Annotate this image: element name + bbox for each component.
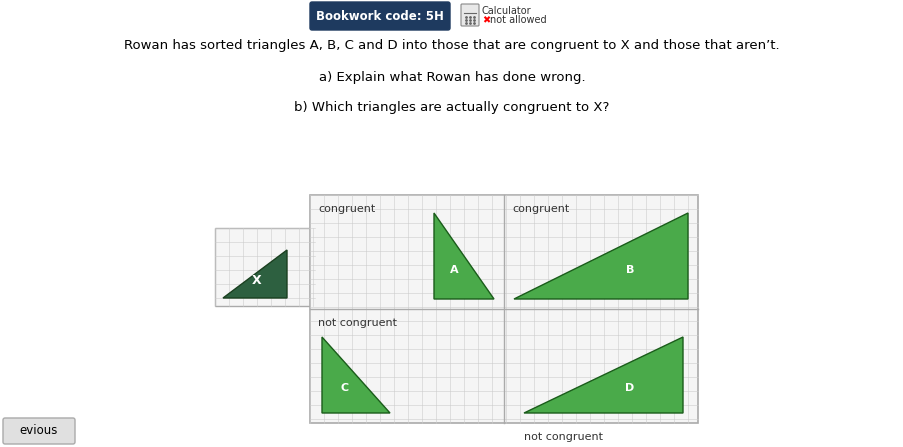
Text: not congruent: not congruent xyxy=(524,432,603,442)
Polygon shape xyxy=(524,337,683,413)
Text: Rowan has sorted triangles A, B, C and D into those that are congruent to X and : Rowan has sorted triangles A, B, C and D… xyxy=(124,38,779,51)
Text: not congruent: not congruent xyxy=(318,318,396,328)
Text: C: C xyxy=(340,383,349,392)
Text: A: A xyxy=(449,266,458,275)
Text: evious: evious xyxy=(20,425,58,438)
Polygon shape xyxy=(433,213,493,299)
Text: congruent: congruent xyxy=(318,204,375,214)
FancyBboxPatch shape xyxy=(461,4,479,26)
Polygon shape xyxy=(514,213,687,299)
FancyBboxPatch shape xyxy=(3,418,75,444)
Text: a) Explain what Rowan has done wrong.: a) Explain what Rowan has done wrong. xyxy=(319,72,584,84)
Bar xyxy=(310,195,697,423)
Text: X: X xyxy=(252,274,262,287)
Polygon shape xyxy=(223,250,286,298)
Text: b) Which triangles are actually congruent to X?: b) Which triangles are actually congruen… xyxy=(294,101,609,114)
Text: Bookwork code: 5H: Bookwork code: 5H xyxy=(316,9,443,22)
Text: ✖: ✖ xyxy=(481,15,489,25)
Text: D: D xyxy=(625,383,634,392)
Text: Calculator: Calculator xyxy=(481,6,531,16)
Text: B: B xyxy=(625,266,634,275)
Text: not allowed: not allowed xyxy=(489,15,546,25)
Polygon shape xyxy=(321,337,389,413)
Text: congruent: congruent xyxy=(511,204,569,214)
FancyBboxPatch shape xyxy=(310,2,450,30)
Bar xyxy=(215,228,314,306)
